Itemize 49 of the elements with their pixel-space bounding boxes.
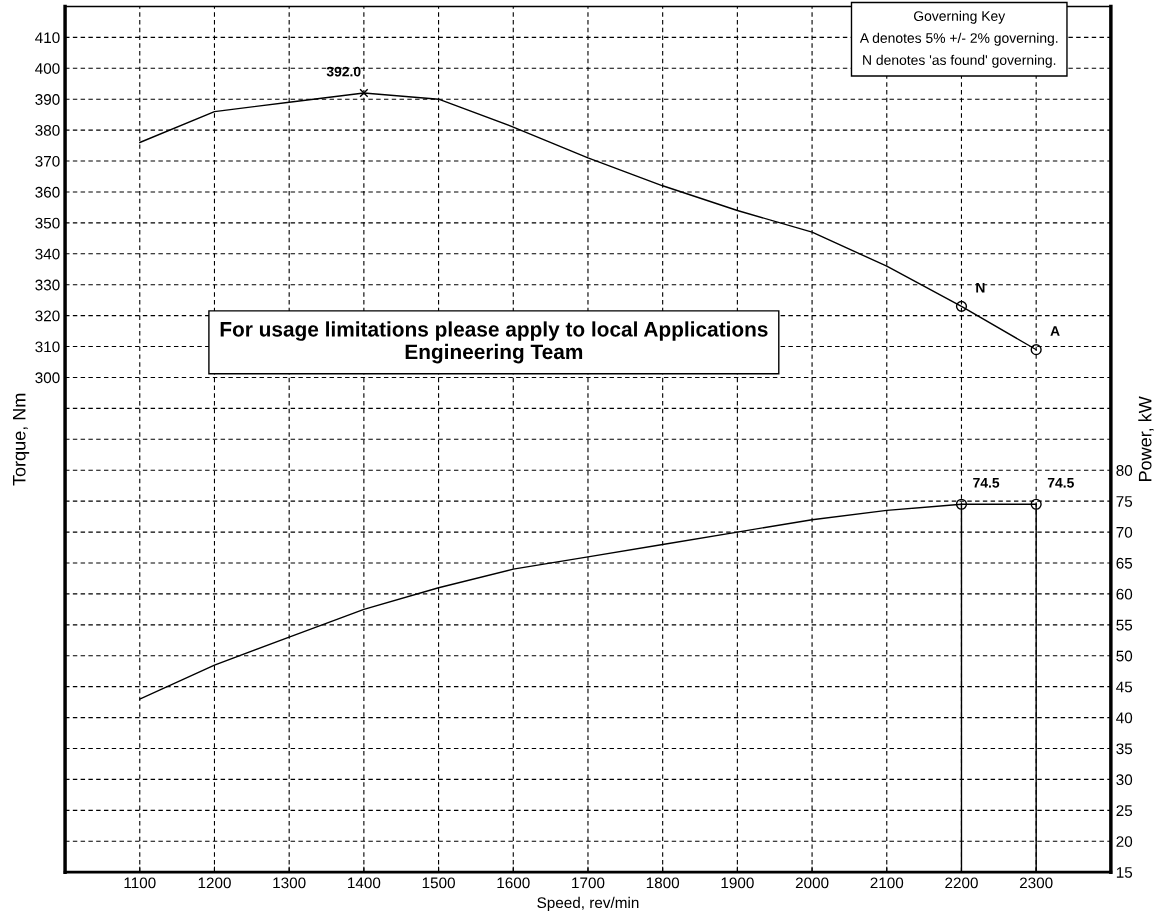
annotation: A bbox=[1050, 326, 1060, 336]
y-tick-label: 340 bbox=[35, 248, 60, 260]
data-label: 392.0 bbox=[326, 66, 361, 77]
x-tick-label: 2100 bbox=[870, 877, 904, 889]
y2-tick-label: 55 bbox=[1116, 619, 1133, 631]
data-label: 74.5 bbox=[973, 478, 1000, 488]
y2-axis-title: Power, kW bbox=[1138, 396, 1154, 481]
x-tick-label: 1500 bbox=[422, 877, 455, 889]
y-tick-label: 350 bbox=[35, 217, 60, 229]
y-tick-label: 410 bbox=[35, 32, 60, 44]
y2-tick-label: 65 bbox=[1116, 557, 1133, 569]
x-tick-label: 1400 bbox=[348, 877, 381, 889]
x-tick-label: 2200 bbox=[945, 877, 978, 889]
annotation: Governing Key A denotes 5% +/- 2% governing. N denotes 'as found' governing. bbox=[859, 10, 1058, 68]
x-tick-label: 2000 bbox=[795, 877, 829, 889]
y2-tick-label: 25 bbox=[1116, 805, 1133, 817]
y2-tick-label: 50 bbox=[1116, 650, 1133, 662]
x-tick-label: 1200 bbox=[198, 877, 231, 889]
y-tick-label: 360 bbox=[35, 186, 60, 198]
y-axis-title: Torque, Nm bbox=[13, 393, 30, 486]
data-label: 74.5 bbox=[1047, 478, 1074, 488]
y2-tick-label: 35 bbox=[1116, 743, 1133, 755]
x-tick-label: 1700 bbox=[572, 877, 605, 889]
y2-tick-label: 20 bbox=[1116, 836, 1133, 847]
y2-tick-label: 75 bbox=[1116, 496, 1133, 507]
y-tick-label: 330 bbox=[35, 279, 60, 291]
x-tick-label: 1100 bbox=[124, 877, 156, 889]
y-tick-label: 320 bbox=[35, 310, 60, 322]
y-tick-label: 300 bbox=[35, 372, 60, 384]
y2-tick-label: 80 bbox=[1116, 465, 1133, 476]
y2-tick-label: 15 bbox=[1116, 867, 1133, 878]
y2-tick-label: 40 bbox=[1116, 712, 1133, 724]
x-tick-label: 2300 bbox=[1019, 877, 1053, 889]
y2-tick-label: 60 bbox=[1116, 588, 1133, 600]
y-tick-label: 380 bbox=[35, 124, 60, 136]
x-tick-label: 1800 bbox=[646, 877, 680, 889]
x-tick-label: 1300 bbox=[273, 877, 306, 889]
y-tick-label: 370 bbox=[35, 155, 60, 167]
y2-tick-label: 45 bbox=[1116, 681, 1133, 693]
x-tick-label: 1600 bbox=[497, 877, 530, 889]
y2-tick-label: 30 bbox=[1116, 774, 1133, 786]
x-tick-label: 1900 bbox=[721, 877, 754, 889]
annotation: For usage limitations please apply to local Applications Engineering Team bbox=[220, 321, 768, 364]
y-tick-label: 390 bbox=[35, 94, 60, 105]
x-axis-title: Speed, rev/min bbox=[537, 896, 639, 912]
annotation: N bbox=[976, 282, 985, 293]
y2-tick-label: 70 bbox=[1116, 526, 1133, 538]
y-tick-label: 310 bbox=[35, 341, 60, 353]
y-tick-label: 400 bbox=[35, 63, 60, 74]
